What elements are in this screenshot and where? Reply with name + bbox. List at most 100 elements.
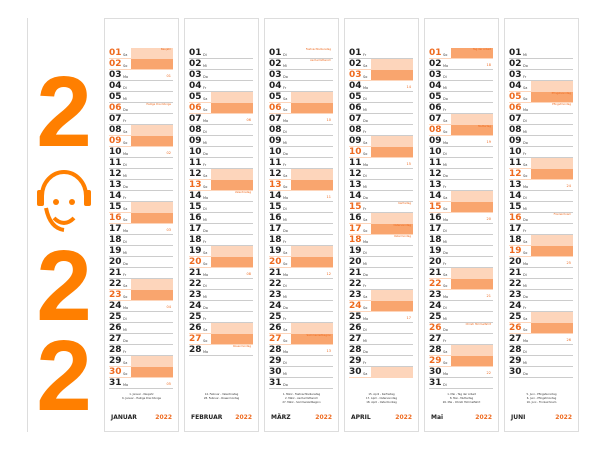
day-row[interactable]: 20 Fr bbox=[429, 257, 493, 268]
day-row[interactable]: 11 Fr bbox=[269, 158, 333, 169]
day-row[interactable]: 05 Sa bbox=[269, 92, 333, 103]
day-row[interactable]: 27 Do bbox=[109, 334, 173, 345]
day-row[interactable]: 10 So bbox=[349, 147, 413, 158]
day-row[interactable]: 05 Do bbox=[429, 92, 493, 103]
day-row[interactable]: 12 Sa bbox=[189, 169, 253, 180]
day-row[interactable]: 22 Fr bbox=[349, 279, 413, 290]
day-row[interactable]: 30 So bbox=[109, 367, 173, 378]
day-row[interactable]: 23 Sa bbox=[349, 290, 413, 301]
day-row[interactable]: 20 Mo 25 bbox=[509, 257, 573, 268]
day-row[interactable]: 06 So bbox=[189, 103, 253, 114]
day-row[interactable]: 20 Do bbox=[109, 257, 173, 268]
day-row[interactable]: 27 So Sommerzeitbeginn bbox=[269, 334, 333, 345]
day-row[interactable]: 23 So bbox=[109, 290, 173, 301]
day-row[interactable]: 16 Mi bbox=[189, 213, 253, 224]
day-row[interactable]: 18 Fr bbox=[269, 235, 333, 246]
day-row[interactable]: 20 So bbox=[269, 257, 333, 268]
day-row[interactable]: 22 Sa bbox=[109, 279, 173, 290]
day-row[interactable]: 12 Do bbox=[429, 169, 493, 180]
day-row[interactable]: 23 Mo 21 bbox=[429, 290, 493, 301]
day-row[interactable]: 18 Fr bbox=[189, 235, 253, 246]
day-row[interactable]: 15 Mi bbox=[509, 202, 573, 213]
day-row[interactable]: 13 So bbox=[269, 180, 333, 191]
day-row[interactable]: 05 Sa bbox=[189, 92, 253, 103]
day-row[interactable]: 17 So Ostersonntag bbox=[349, 224, 413, 235]
day-row[interactable]: 02 Mi bbox=[189, 59, 253, 70]
day-row[interactable]: 01 Sa Neujahr bbox=[109, 48, 173, 59]
day-row[interactable]: 19 So bbox=[509, 246, 573, 257]
day-row[interactable]: 01 Fr bbox=[349, 48, 413, 59]
day-row[interactable]: 18 Mo Ostermontag bbox=[349, 235, 413, 246]
day-row[interactable]: 25 Fr bbox=[189, 312, 253, 323]
day-row[interactable]: 16 Mi bbox=[269, 213, 333, 224]
day-row[interactable]: 19 Sa bbox=[269, 246, 333, 257]
day-row[interactable]: 11 Mi bbox=[429, 158, 493, 169]
day-row[interactable]: 15 Di bbox=[189, 202, 253, 213]
day-row[interactable]: 02 Mi Aschermittwoch bbox=[269, 59, 333, 70]
day-row[interactable]: 24 Di bbox=[429, 301, 493, 312]
day-row[interactable]: 14 Fr bbox=[109, 191, 173, 202]
day-row[interactable]: 26 Di bbox=[349, 323, 413, 334]
day-row[interactable]: 29 Di bbox=[269, 356, 333, 367]
day-row[interactable]: 25 Fr bbox=[269, 312, 333, 323]
day-row[interactable]: 13 Do bbox=[109, 180, 173, 191]
day-row[interactable]: 19 Mi bbox=[109, 246, 173, 257]
day-row[interactable]: 13 Mo 24 bbox=[509, 180, 573, 191]
day-row[interactable]: 14 Mo Valentinstag bbox=[189, 191, 253, 202]
day-row[interactable]: 06 Mi bbox=[349, 103, 413, 114]
day-row[interactable]: 17 Do bbox=[189, 224, 253, 235]
day-row[interactable]: 01 Mi bbox=[509, 48, 573, 59]
day-row[interactable]: 24 Fr bbox=[509, 301, 573, 312]
day-row[interactable]: 18 Mi bbox=[429, 235, 493, 246]
day-row[interactable]: 26 Sa bbox=[269, 323, 333, 334]
day-row[interactable]: 07 Fr bbox=[109, 114, 173, 125]
day-row[interactable]: 15 So bbox=[429, 202, 493, 213]
day-row[interactable]: 04 Fr bbox=[269, 81, 333, 92]
day-row[interactable]: 07 Do bbox=[349, 114, 413, 125]
day-row[interactable]: 14 Sa bbox=[429, 191, 493, 202]
day-row[interactable]: 23 Mi bbox=[269, 290, 333, 301]
day-row[interactable]: 29 Mi bbox=[509, 356, 573, 367]
day-row[interactable]: 12 Sa bbox=[269, 169, 333, 180]
day-row[interactable]: 12 Mi bbox=[109, 169, 173, 180]
day-row[interactable]: 28 Mo Rosenmontag bbox=[189, 345, 253, 356]
day-row[interactable]: 08 Sa bbox=[109, 125, 173, 136]
day-row[interactable]: 13 Fr bbox=[429, 180, 493, 191]
day-row[interactable]: 28 Mo 13 bbox=[269, 345, 333, 356]
day-row[interactable]: 14 Mo 11 bbox=[269, 191, 333, 202]
day-row[interactable]: 28 Fr bbox=[109, 345, 173, 356]
day-row[interactable]: 17 Di bbox=[429, 224, 493, 235]
day-row[interactable]: 16 Do Fronleichnam bbox=[509, 213, 573, 224]
day-row[interactable]: 09 Mi bbox=[269, 136, 333, 147]
day-row[interactable]: 13 Mi bbox=[349, 180, 413, 191]
day-row[interactable]: 02 Do bbox=[509, 59, 573, 70]
day-row[interactable]: 06 So bbox=[269, 103, 333, 114]
day-row[interactable]: 20 So bbox=[189, 257, 253, 268]
day-row[interactable]: 05 Di bbox=[349, 92, 413, 103]
day-row[interactable]: 04 Sa bbox=[509, 81, 573, 92]
day-row[interactable]: 17 Fr bbox=[509, 224, 573, 235]
day-row[interactable]: 15 Di bbox=[269, 202, 333, 213]
day-row[interactable]: 24 Do bbox=[189, 301, 253, 312]
day-row[interactable]: 01 Di Fastnachtsdienstag bbox=[269, 48, 333, 59]
day-row[interactable]: 14 Do bbox=[349, 191, 413, 202]
day-row[interactable]: 02 So bbox=[109, 59, 173, 70]
day-row[interactable]: 08 So Muttertag bbox=[429, 125, 493, 136]
day-row[interactable]: 31 Mo 05 bbox=[109, 378, 173, 389]
day-row[interactable]: 02 Sa bbox=[349, 59, 413, 70]
day-row[interactable]: 24 So bbox=[349, 301, 413, 312]
day-row[interactable]: 30 Mi bbox=[269, 367, 333, 378]
day-row[interactable]: 13 So bbox=[189, 180, 253, 191]
day-row[interactable]: 07 Mo 06 bbox=[189, 114, 253, 125]
day-row[interactable]: 03 Do bbox=[189, 70, 253, 81]
day-row[interactable]: 03 Mo 01 bbox=[109, 70, 173, 81]
day-row[interactable]: 21 Mo 08 bbox=[189, 268, 253, 279]
day-row[interactable]: 15 Sa bbox=[109, 202, 173, 213]
day-row[interactable]: 22 So bbox=[429, 279, 493, 290]
day-row[interactable]: 04 Mo 14 bbox=[349, 81, 413, 92]
day-row[interactable]: 24 Do bbox=[269, 301, 333, 312]
day-row[interactable]: 08 Di bbox=[269, 125, 333, 136]
day-row[interactable]: 29 So bbox=[429, 356, 493, 367]
day-row[interactable]: 07 Sa bbox=[429, 114, 493, 125]
day-row[interactable]: 10 Do bbox=[269, 147, 333, 158]
